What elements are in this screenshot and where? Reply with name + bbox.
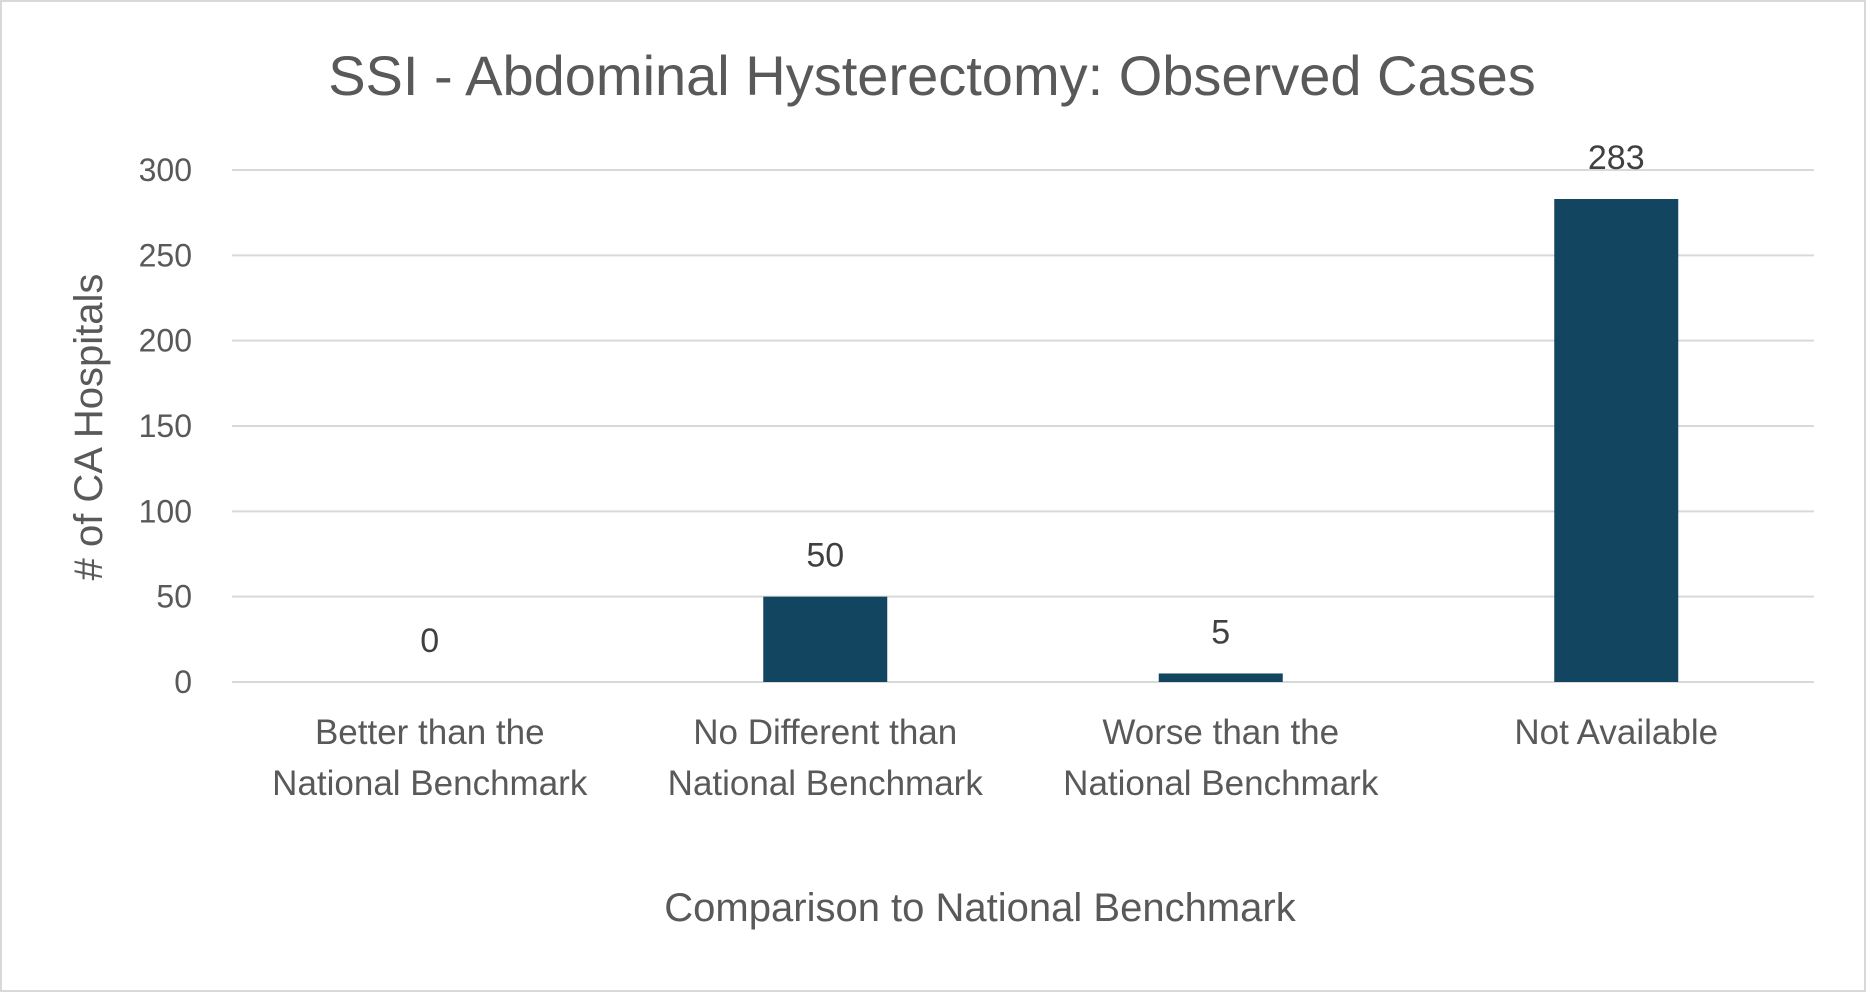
category-label: No Different than National Benchmark xyxy=(668,713,984,803)
data-label: 0 xyxy=(420,622,439,660)
y-axis-ticks: 0 50 100 150 200 250 300 xyxy=(139,152,192,700)
y-axis-title: # of CA Hospitals xyxy=(67,274,111,581)
x-axis-title: Comparison to National Benchmark xyxy=(664,886,1296,930)
bar xyxy=(1554,199,1679,682)
y-tick-label: 100 xyxy=(139,493,192,529)
y-tick-label: 200 xyxy=(139,323,192,359)
x-axis-categories: Better than the National Benchmark No Diff… xyxy=(272,713,1718,803)
data-label: 50 xyxy=(806,537,844,575)
y-tick-label: 300 xyxy=(139,152,192,188)
category-label: Not Available xyxy=(1514,713,1718,752)
data-label: 283 xyxy=(1588,139,1645,177)
y-tick-label: 50 xyxy=(156,579,192,615)
y-tick-label: 250 xyxy=(139,237,192,273)
data-labels: 0 50 5 283 xyxy=(420,139,1644,660)
y-tick-label: 0 xyxy=(174,664,192,700)
chart-title: SSI - Abdominal Hysterectomy: Observed C… xyxy=(328,44,1536,107)
bar xyxy=(763,596,888,682)
y-tick-label: 150 xyxy=(139,408,192,444)
bars xyxy=(763,199,1679,682)
category-label: Better than the National Benchmark xyxy=(272,713,588,803)
bar xyxy=(1158,673,1283,682)
data-label: 5 xyxy=(1211,613,1230,651)
gridlines xyxy=(232,169,1814,683)
category-label: Worse than the National Benchmark xyxy=(1063,713,1379,803)
